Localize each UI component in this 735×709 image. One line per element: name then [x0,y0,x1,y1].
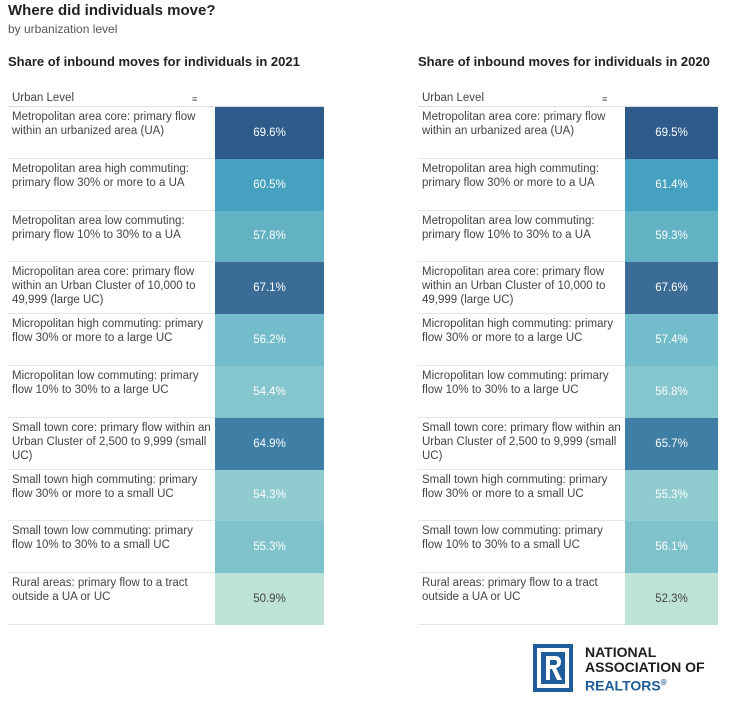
row-label: Small town core: primary flow within an … [8,418,215,470]
panel-title: Share of inbound moves for individuals i… [418,54,710,69]
table-row: Micropolitan low commuting: primary flow… [418,366,718,418]
table-row: Metropolitan area high commuting: primar… [418,158,718,211]
table-row: Micropolitan high commuting: primary flo… [8,314,324,366]
header-divider [418,106,718,107]
value-cell: 65.7% [625,417,718,470]
table-row: Small town low commuting: primary flow 1… [418,521,718,574]
table-row: Metropolitan area low commuting: primary… [418,210,718,263]
value-cell: 56.1% [625,521,718,574]
row-label: Micropolitan area core: primary flow wit… [8,262,215,315]
row-label: Metropolitan area low commuting: primary… [418,211,625,263]
table-row: Rural areas: primary flow to a tract out… [8,573,324,625]
sort-icon[interactable]: ≡ [602,94,607,104]
nar-logo-text: NATIONAL ASSOCIATION OF REALTORS® [585,645,705,694]
row-label: Micropolitan area core: primary flow wit… [418,262,625,315]
table-row: Metropolitan area high commuting: primar… [8,158,324,211]
column-header: Urban Level [12,92,75,104]
value-cell: 57.4% [625,314,718,366]
row-label: Micropolitan high commuting: primary flo… [418,314,625,366]
value-cell: 52.3% [625,573,718,625]
value-cell: 55.3% [215,521,324,574]
value-cell: 54.3% [215,469,324,522]
row-label: Small town low commuting: primary flow 1… [418,521,625,574]
table-row: Micropolitan low commuting: primary flow… [8,366,324,418]
table-row: Metropolitan area core: primary flow wit… [418,107,718,159]
row-label: Metropolitan area high commuting: primar… [418,159,625,211]
table-row: Micropolitan area core: primary flow wit… [418,262,718,315]
panel-2020: Share of inbound moves for individuals i… [418,54,718,625]
value-cell: 55.3% [625,469,718,522]
panel-title: Share of inbound moves for individuals i… [8,54,300,69]
logo-line-3: REALTORS [585,677,661,694]
chart-subtitle: by urbanization level [8,22,118,36]
value-cell: 69.5% [625,107,718,159]
logo-line-1: NATIONAL [585,644,657,660]
table-row: Micropolitan high commuting: primary flo… [418,314,718,366]
value-cell: 67.1% [215,262,324,315]
value-cell: 67.6% [625,262,718,315]
table-row: Small town core: primary flow within an … [418,417,718,470]
sort-icon[interactable]: ≡ [192,94,197,104]
value-cell: 56.2% [215,314,324,366]
value-cell: 56.8% [625,366,718,418]
row-label: Micropolitan low commuting: primary flow… [418,366,625,418]
row-label: Small town high commuting: primary flow … [8,470,215,522]
row-label: Metropolitan area high commuting: primar… [8,159,215,211]
value-cell: 69.6% [215,107,324,159]
row-label: Micropolitan low commuting: primary flow… [8,366,215,418]
table-row: Small town low commuting: primary flow 1… [8,521,324,574]
table-row: Metropolitan area core: primary flow wit… [8,107,324,159]
row-label: Small town high commuting: primary flow … [418,470,625,522]
table-row: Metropolitan area low commuting: primary… [8,210,324,263]
table-row: Small town core: primary flow within an … [8,417,324,470]
value-cell: 50.9% [215,573,324,625]
row-label: Small town low commuting: primary flow 1… [8,521,215,574]
logo-line-2: ASSOCIATION OF [585,659,705,675]
row-label: Metropolitan area core: primary flow wit… [418,107,625,159]
row-label: Micropolitan high commuting: primary flo… [8,314,215,366]
panel-2021: Share of inbound moves for individuals i… [8,54,324,625]
value-cell: 64.9% [215,417,324,470]
row-label: Rural areas: primary flow to a tract out… [418,573,625,625]
value-cell: 59.3% [625,210,718,263]
column-header: Urban Level [422,92,485,104]
row-label: Metropolitan area low commuting: primary… [8,211,215,263]
row-label: Small town core: primary flow within an … [418,418,625,470]
registered-mark: ® [660,678,667,687]
row-label: Metropolitan area core: primary flow wit… [8,107,215,159]
chart-title: Where did individuals move? [8,2,216,19]
value-cell: 54.4% [215,366,324,418]
value-cell: 61.4% [625,158,718,211]
table-row: Micropolitan area core: primary flow wit… [8,262,324,315]
row-label: Rural areas: primary flow to a tract out… [8,573,215,625]
header-divider [8,106,324,107]
realtor-r-logo-icon [533,644,573,692]
table-row: Small town high commuting: primary flow … [8,469,324,522]
value-cell: 57.8% [215,210,324,263]
table-row: Small town high commuting: primary flow … [418,469,718,522]
value-cell: 60.5% [215,158,324,211]
table-row: Rural areas: primary flow to a tract out… [418,573,718,625]
